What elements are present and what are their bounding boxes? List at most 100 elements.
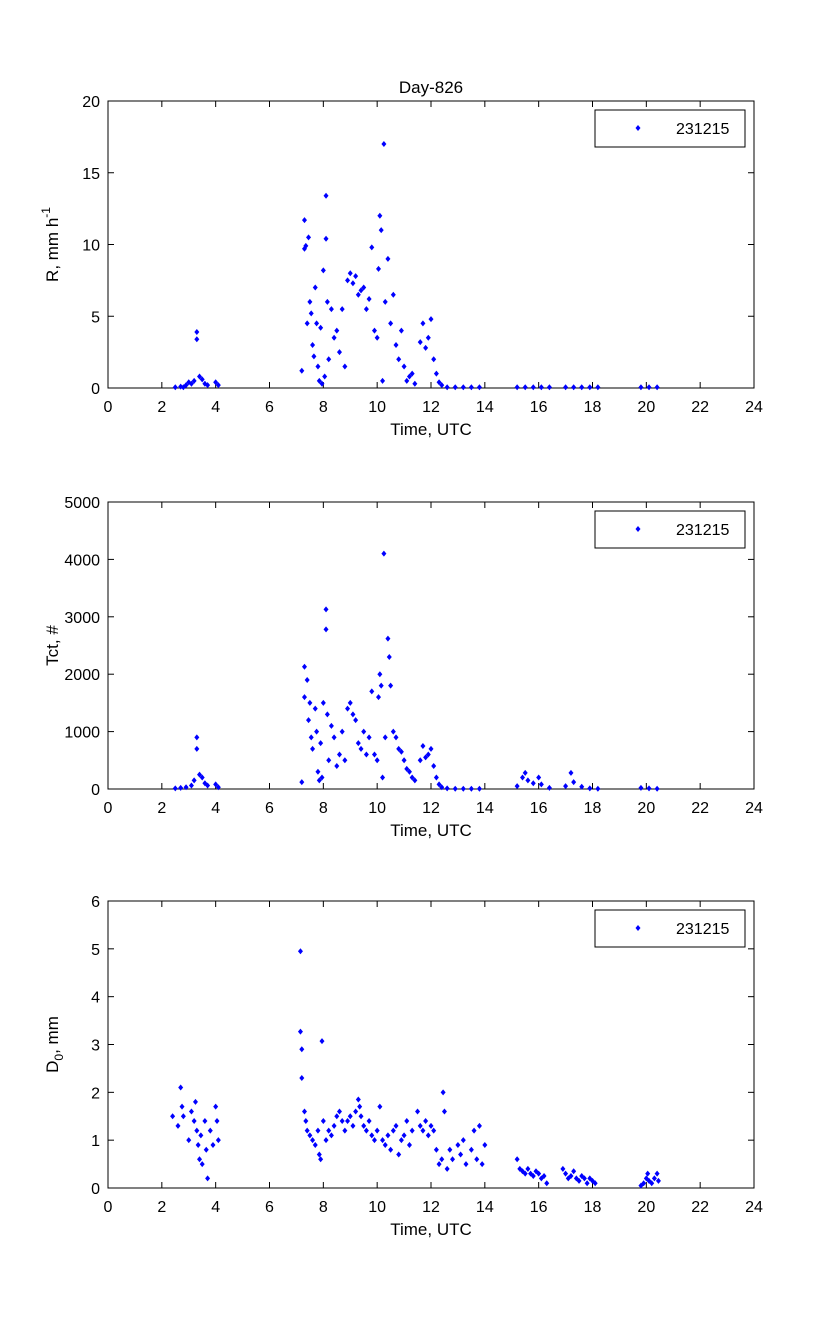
x-tick-label: 8 <box>319 1199 328 1216</box>
x-tick-label: 0 <box>104 800 113 817</box>
x-axis-label: Time, UTC <box>390 821 472 840</box>
data-point <box>439 382 445 389</box>
data-point <box>194 734 200 741</box>
data-point <box>377 212 383 219</box>
data-point <box>380 377 386 384</box>
data-point <box>404 1118 410 1125</box>
data-point <box>476 1122 482 1129</box>
data-point <box>214 1118 220 1125</box>
x-tick-label: 8 <box>319 399 328 416</box>
y-axis-label-main: R, mm h <box>43 218 62 282</box>
data-point <box>358 287 364 294</box>
data-point <box>326 356 332 363</box>
data-point <box>355 740 361 747</box>
data-point <box>378 227 384 234</box>
x-tick-label: 24 <box>745 800 763 817</box>
data-point <box>205 382 211 389</box>
data-point <box>371 1137 377 1144</box>
data-point <box>374 334 380 341</box>
x-tick-label: 4 <box>211 1199 220 1216</box>
data-point <box>388 320 394 327</box>
data-point <box>406 768 412 775</box>
x-tick-label: 2 <box>157 399 166 416</box>
data-point <box>347 270 353 277</box>
data-point <box>299 1074 305 1081</box>
data-point <box>388 1146 394 1153</box>
y-axis-label: Tct, # <box>43 625 62 666</box>
data-point <box>318 324 324 331</box>
data-point <box>425 1132 431 1139</box>
data-point <box>331 334 337 341</box>
data-point <box>571 1168 577 1175</box>
data-point <box>342 363 348 370</box>
data-point <box>342 1127 348 1134</box>
axes-box <box>107 501 755 790</box>
data-point <box>412 380 418 387</box>
data-point <box>476 785 482 792</box>
data-point <box>188 1108 194 1115</box>
data-point <box>361 728 367 735</box>
data-point <box>324 298 330 305</box>
data-point <box>431 1127 437 1134</box>
y-tick-label: 5000 <box>64 495 100 512</box>
x-tick-label: 18 <box>584 399 602 416</box>
data-point <box>307 1132 313 1139</box>
data-point <box>431 356 437 363</box>
data-point <box>592 1180 598 1187</box>
data-point <box>530 384 536 391</box>
data-point <box>369 1132 375 1139</box>
x-tick-label: 12 <box>422 399 440 416</box>
x-tick-label: 20 <box>637 1199 655 1216</box>
legend-label: 231215 <box>676 121 729 138</box>
x-tick-label: 20 <box>637 399 655 416</box>
data-point <box>213 781 219 788</box>
data-point <box>444 785 450 792</box>
data-point <box>433 774 439 781</box>
data-point <box>409 774 415 781</box>
legend-box <box>594 109 746 148</box>
data-point <box>536 774 542 781</box>
y-tick-label: 15 <box>82 166 100 183</box>
data-point <box>170 1113 176 1120</box>
data-point <box>538 384 544 391</box>
data-point <box>412 777 418 784</box>
data-point <box>299 1046 305 1053</box>
data-point <box>310 745 316 752</box>
data-point <box>303 1118 309 1125</box>
data-point <box>194 1127 200 1134</box>
data-point <box>452 384 458 391</box>
data-point <box>215 382 221 389</box>
data-point <box>378 682 384 689</box>
data-point <box>188 380 194 387</box>
data-point <box>306 234 312 241</box>
data-point <box>175 1122 181 1129</box>
data-point <box>479 1161 485 1168</box>
data-point <box>471 1127 477 1134</box>
data-point <box>322 373 328 380</box>
y-tick-label: 3 <box>91 1038 100 1055</box>
data-point <box>350 711 356 718</box>
data-point <box>646 384 652 391</box>
data-point <box>468 1146 474 1153</box>
data-point <box>331 734 337 741</box>
data-point <box>303 242 309 249</box>
data-point <box>307 699 313 706</box>
data-point <box>183 784 189 791</box>
data-point <box>398 1137 404 1144</box>
data-point <box>210 1141 216 1148</box>
figure-title: Day-826 <box>399 78 463 97</box>
x-tick-label: 16 <box>530 800 548 817</box>
data-point <box>530 780 536 787</box>
data-point <box>381 141 387 148</box>
data-point <box>417 339 423 346</box>
data-point <box>374 757 380 764</box>
data-point <box>308 734 314 741</box>
x-tick-label: 14 <box>476 800 494 817</box>
legend: 231215 <box>594 109 746 148</box>
data-point <box>649 1180 655 1187</box>
data-point <box>331 1122 337 1129</box>
data-point <box>319 1038 325 1045</box>
data-point <box>522 384 528 391</box>
legend-marker <box>635 925 641 931</box>
data-point <box>357 1103 363 1110</box>
